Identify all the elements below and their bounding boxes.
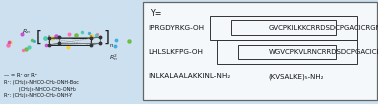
Text: IPRGDYRKG-OH: IPRGDYRKG-OH bbox=[149, 25, 204, 31]
Text: [: [ bbox=[36, 30, 42, 45]
Text: WGVCPKVLRNCRRDSDCPGACICLGNGYCG-NH₂: WGVCPKVLRNCRRDSDCPGACICLGNGYCG-NH₂ bbox=[268, 49, 378, 55]
FancyBboxPatch shape bbox=[143, 2, 377, 100]
Text: $R_n$: $R_n$ bbox=[22, 27, 31, 36]
Text: — = R¹ or R²: — = R¹ or R² bbox=[4, 73, 37, 78]
Text: R²: (CH₂)₃-NHCO-CH₂-ONH-Y: R²: (CH₂)₃-NHCO-CH₂-ONH-Y bbox=[4, 93, 72, 98]
Text: ]: ] bbox=[104, 30, 110, 45]
Text: LHLSLKFPG-OH: LHLSLKFPG-OH bbox=[149, 49, 204, 55]
Text: o: o bbox=[90, 34, 92, 38]
Text: o: o bbox=[48, 40, 50, 44]
Text: n: n bbox=[110, 43, 113, 48]
Text: o: o bbox=[90, 40, 92, 44]
Text: $R_n^2$: $R_n^2$ bbox=[109, 52, 118, 63]
Text: GVCPKILKKCRRDSDCPGACICRGNGYCG-NH₂: GVCPKILKKCRRDSDCPGACICRGNGYCG-NH₂ bbox=[268, 25, 378, 31]
Text: INLKALAALAKKINL-NH₂: INLKALAALAKKINL-NH₂ bbox=[149, 73, 231, 79]
Text: R¹: (CH₂)₃-NHCO-CH₂-ONH-Boc: R¹: (CH₂)₃-NHCO-CH₂-ONH-Boc bbox=[4, 80, 79, 85]
Text: Y=: Y= bbox=[150, 9, 161, 18]
Text: o: o bbox=[48, 34, 50, 38]
Text: (CH₂)₃-NHCO-CH₂-ONH₂: (CH₂)₃-NHCO-CH₂-ONH₂ bbox=[9, 87, 76, 92]
Text: (KVSALKE)₅-NH₂: (KVSALKE)₅-NH₂ bbox=[268, 73, 324, 80]
